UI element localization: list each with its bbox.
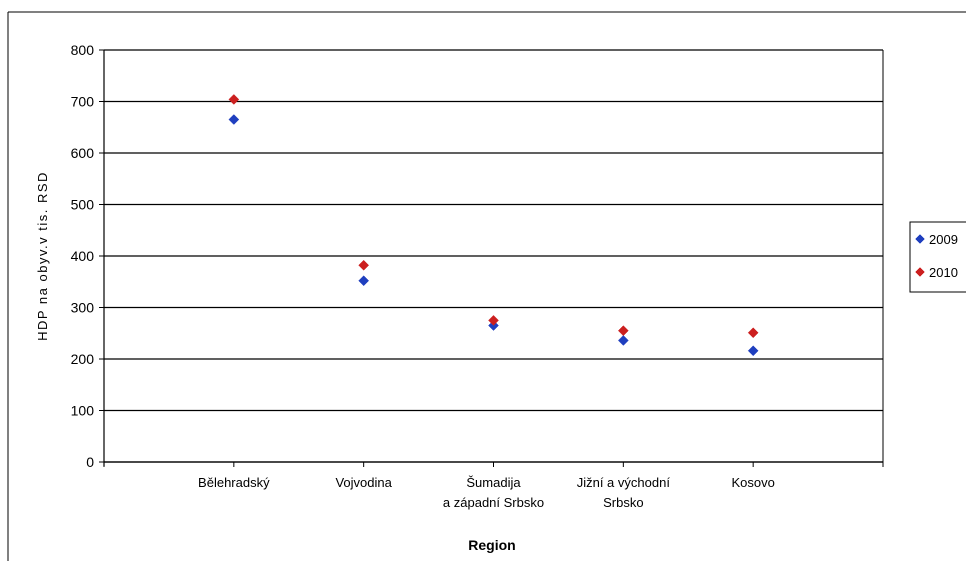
data-point-2010-4	[617, 325, 629, 337]
y-tick-label: 0	[86, 454, 94, 470]
y-tick-label: 700	[71, 94, 95, 110]
y-tick-label: 200	[71, 351, 95, 367]
chart-border	[7, 11, 966, 561]
y-tick-label: 600	[71, 145, 95, 161]
x-tick-label: Kosovo	[731, 475, 774, 490]
x-tick-label: Šumadija	[466, 475, 521, 490]
legend-marker-2010	[915, 267, 925, 277]
data-point-2009-2	[358, 275, 370, 287]
data-point-2009-4	[617, 335, 629, 346]
x-tick-labels: Bělehradský Vojvodina Šumadija a západní Sr…	[198, 475, 775, 510]
y-tick-label: 300	[71, 300, 95, 316]
y-tick-label: 400	[71, 248, 95, 264]
legend-label-2010: 2010	[929, 265, 958, 280]
legend-marker-2009	[915, 234, 925, 244]
data-point-2010-5	[747, 327, 759, 339]
y-tick-labels: 0 100 200 300 400 500 600 700 800	[71, 42, 95, 470]
legend: 2009 2010	[909, 221, 966, 293]
legend-label-2009: 2009	[929, 232, 958, 247]
y-tick-label: 100	[71, 403, 95, 419]
legend-box	[909, 221, 966, 293]
axes	[99, 49, 884, 467]
x-tick-label: Srbsko	[603, 495, 643, 510]
gridlines	[104, 49, 883, 463]
x-tick-label: a západní Srbsko	[443, 495, 544, 510]
data-point-2009-1	[228, 114, 240, 125]
data-point-2010-3	[488, 315, 499, 326]
y-tick-label: 800	[71, 42, 95, 58]
y-axis-label: HDP na obyv.v tis. RSD	[35, 171, 50, 341]
x-tick-label: Vojvodina	[335, 475, 392, 490]
data-point-2010-2	[358, 259, 370, 271]
x-axis-label: Region	[468, 537, 515, 553]
x-tick-label: Bělehradský	[198, 475, 270, 490]
data-points	[228, 94, 759, 357]
data-point-2010-1	[228, 94, 240, 105]
x-tick-label: Jižní a východní	[577, 475, 671, 490]
y-tick-label: 500	[71, 197, 95, 213]
data-point-2009-5	[747, 345, 759, 357]
